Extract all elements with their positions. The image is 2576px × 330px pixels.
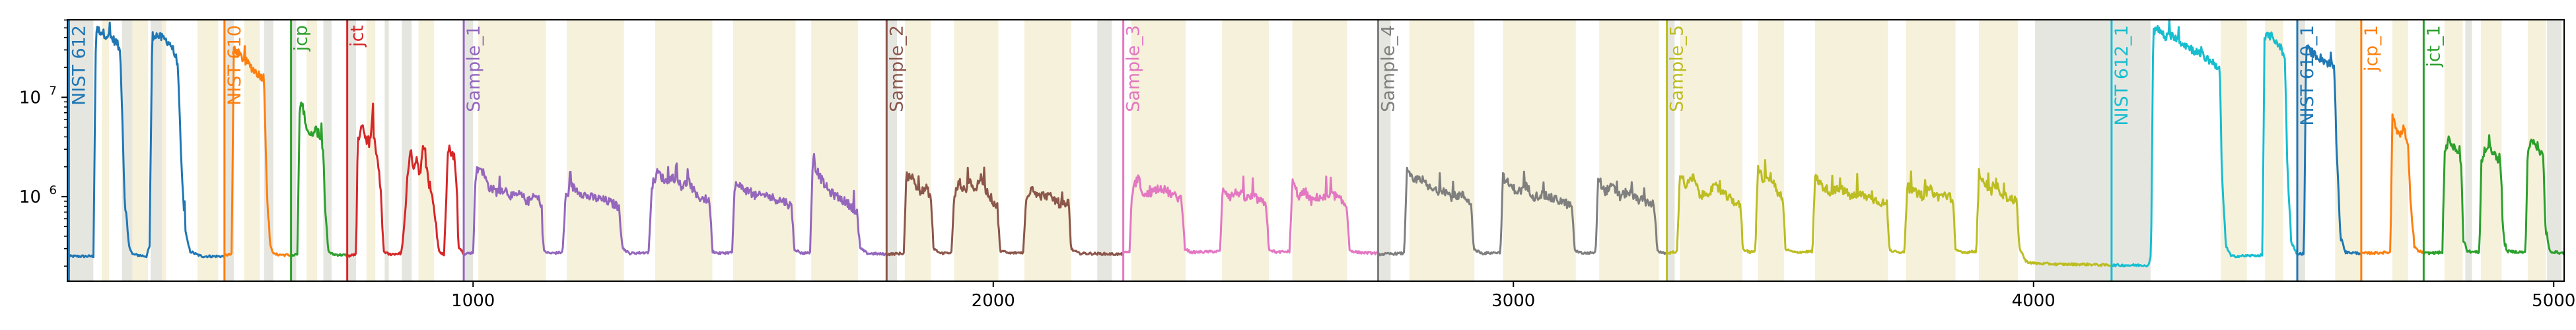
series-line-8: [1378, 166, 1668, 257]
cream-band: [1758, 20, 1784, 281]
series-line-4: [346, 102, 464, 258]
gray-band: [291, 20, 297, 281]
marker-label: Sample_5: [1667, 25, 1688, 112]
y-tick-label: 10: [19, 187, 41, 207]
gray-band: [464, 20, 474, 281]
series-line-7: [1122, 174, 1378, 255]
marker-label: Sample_1: [464, 25, 484, 112]
cream-band: [1024, 20, 1071, 281]
x-tick-label: 2000: [972, 291, 1015, 311]
gray-band: [68, 20, 94, 281]
marker-label: jcp_1: [2361, 25, 2382, 72]
cream-band: [954, 20, 999, 281]
cream-band: [1599, 20, 1659, 281]
cream-band: [1131, 20, 1186, 281]
marker-label: jct: [347, 25, 368, 48]
gray-band: [347, 20, 357, 281]
cream-band: [1222, 20, 1270, 281]
cream-band: [162, 20, 166, 281]
series-line-5: [463, 152, 888, 257]
y-axis-ticks: 10 6 10 7: [19, 19, 67, 267]
cream-band: [132, 20, 149, 281]
cream-band: [2392, 20, 2408, 281]
cream-band: [101, 20, 109, 281]
y-tick-label: 10: [19, 88, 41, 108]
series-line-12: [2361, 113, 2424, 255]
marker-label: NIST 612_1: [2112, 25, 2132, 126]
x-axis-ticks: 1000 2000 3000 4000 5000: [451, 281, 2575, 311]
cream-band: [2221, 20, 2247, 281]
x-tick-label: 3000: [1491, 291, 1535, 311]
gray-band: [264, 20, 273, 281]
cream-band: [1680, 20, 1742, 281]
cream-band: [1292, 20, 1347, 281]
series-line-10: [2111, 18, 2298, 268]
cream-band: [733, 20, 796, 281]
gray-band: [1666, 20, 1675, 281]
marker-label: Sample_2: [886, 25, 907, 112]
gray-band: [151, 20, 162, 281]
series-line-9: [1666, 159, 2113, 267]
cream-band: [1815, 20, 1888, 281]
x-tick-label: 4000: [2012, 291, 2056, 311]
y-tick-exponent: 7: [50, 84, 57, 98]
marker-label: Sample_4: [1378, 25, 1399, 112]
cream-band: [655, 20, 713, 281]
cream-band: [306, 20, 317, 281]
cream-band: [366, 20, 376, 281]
series-line-1: [67, 21, 225, 259]
marker-label: Sample_3: [1124, 25, 1144, 112]
cream-band: [197, 20, 219, 281]
marker-label: NIST 610_1: [2297, 25, 2318, 126]
gray-band: [2035, 20, 2151, 281]
gray-band: [2297, 20, 2305, 281]
cream-band: [1906, 20, 1956, 281]
series-line-6: [886, 166, 1124, 257]
signal-series: [67, 18, 2565, 268]
cream-band: [1409, 20, 1475, 281]
background-bands: [68, 20, 2562, 281]
gray-band: [384, 20, 389, 281]
marker-label: jcp: [291, 25, 312, 52]
plot-frame: [67, 19, 2565, 282]
x-tick-label: 1000: [451, 291, 495, 311]
cream-band: [2265, 20, 2283, 281]
gray-band: [886, 20, 898, 281]
cream-band: [2335, 20, 2361, 281]
gray-band: [2547, 20, 2562, 281]
cream-band: [567, 20, 624, 281]
series-line-11: [2297, 44, 2362, 256]
cream-band: [1979, 20, 2019, 281]
cream-band: [811, 20, 858, 281]
cream-band: [478, 20, 546, 281]
segment-markers: NIST 612 NIST 610 jcp jct Sample_1 Sample_2 Sa…: [67, 20, 2444, 281]
marker-label: NIST 610: [225, 25, 245, 106]
marker-label: NIST 612: [69, 25, 89, 106]
cream-band: [904, 20, 931, 281]
cream-band: [1503, 20, 1576, 281]
gray-band: [1378, 20, 1391, 281]
y-tick-exponent: 6: [50, 183, 57, 197]
gray-band: [2465, 20, 2472, 281]
series-line-2: [224, 45, 292, 257]
marker-label: jct_1: [2423, 25, 2444, 68]
gray-band: [122, 20, 133, 281]
series-line-13: [2423, 134, 2565, 255]
series-line-3: [290, 101, 349, 258]
cream-band: [244, 20, 260, 281]
x-tick-label: 5000: [2532, 291, 2575, 311]
gray-band: [1097, 20, 1112, 281]
